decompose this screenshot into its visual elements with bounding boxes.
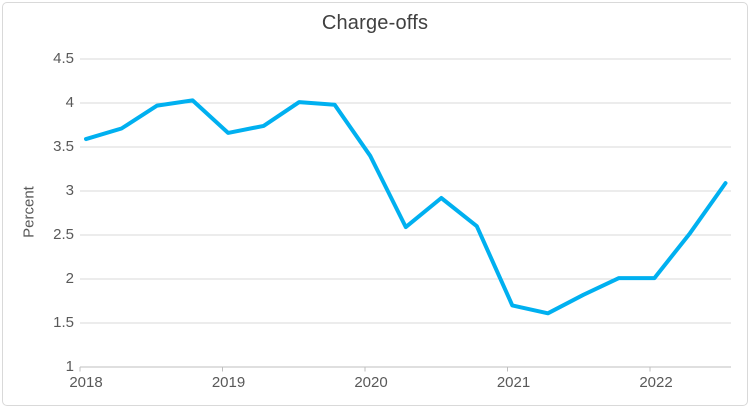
x-tick-label: 2018	[69, 374, 103, 391]
chart-title: Charge-offs	[321, 12, 429, 34]
y-tick-label: 2	[65, 270, 74, 287]
y-tick-label: 2.5	[53, 226, 74, 243]
y-tick-label: 3	[65, 182, 74, 199]
y-tick-label: 4	[65, 94, 74, 111]
y-tick-label: 4.5	[53, 50, 74, 67]
x-tick-label: 2021	[496, 374, 531, 391]
y-tick-label: 3.5	[53, 138, 74, 155]
data-line-charge-offs	[84, 98, 728, 316]
x-tick-label: 2022	[639, 374, 673, 391]
x-tick-label: 2019	[211, 374, 246, 391]
x-tick-label: 2020	[354, 374, 388, 391]
y-tick-label: 1.5	[53, 314, 74, 331]
plot-area	[79, 58, 731, 372]
y-tick-label: 1	[65, 358, 74, 375]
